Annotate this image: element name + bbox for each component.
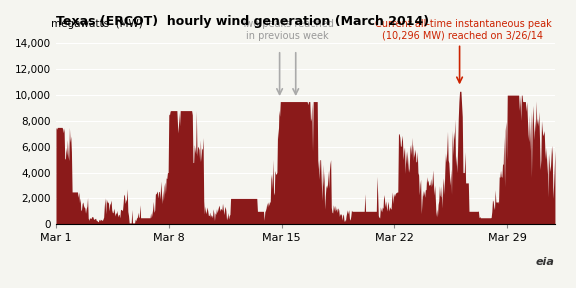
Text: eia: eia bbox=[536, 257, 555, 267]
Text: Current all-time instantaneous peak
(10,296 MW) reached on 3/26/14: Current all-time instantaneous peak (10,… bbox=[374, 19, 551, 41]
Text: Texas (ERCOT)  hourly wind generation (March 2014): Texas (ERCOT) hourly wind generation (Ma… bbox=[56, 15, 429, 28]
Text: megawatts  (MW): megawatts (MW) bbox=[51, 19, 143, 29]
Text: Two peaks reached
in previous week: Two peaks reached in previous week bbox=[241, 19, 334, 41]
